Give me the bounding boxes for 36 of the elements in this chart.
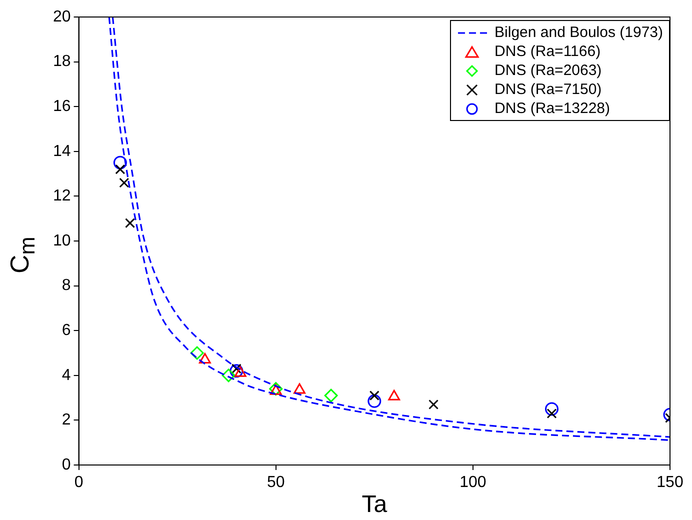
y-tick-label: 16	[53, 98, 71, 116]
legend-label: DNS (Ra=2063)	[494, 61, 602, 80]
point	[368, 394, 382, 408]
point	[198, 352, 211, 364]
legend-label: Bilgen and Boulos (1973)	[494, 23, 663, 42]
point	[113, 156, 127, 170]
point	[545, 402, 559, 416]
point	[294, 383, 306, 394]
point	[388, 390, 400, 400]
point	[125, 218, 136, 228]
y-tick-label: 2	[62, 412, 71, 429]
x-tick-label: 150	[656, 474, 684, 492]
y-tick-label: 18	[53, 53, 71, 70]
legend-label: DNS (Ra=1166)	[494, 42, 601, 61]
point	[324, 388, 338, 402]
y-tick-label: 6	[62, 322, 71, 340]
x-tick-label: 50	[266, 474, 285, 492]
point	[222, 368, 236, 382]
y-tick-label: 4	[62, 366, 71, 384]
point	[230, 364, 244, 378]
legend-label: DNS (Ra=13228)	[494, 99, 610, 118]
y-tick-label: 14	[53, 142, 71, 160]
x-axis-title: Ta	[362, 491, 388, 518]
point	[119, 178, 130, 188]
y-tick-label: 0	[62, 456, 71, 474]
y-tick-label: 20	[53, 8, 71, 26]
legend-label: DNS (Ra=7150)	[494, 80, 602, 99]
point	[115, 164, 126, 174]
point	[428, 400, 439, 410]
point	[234, 366, 246, 377]
y-tick-label: 8	[62, 277, 71, 294]
x-tick-label: 100	[460, 474, 486, 492]
point	[190, 346, 204, 360]
y-tick-label: 12	[53, 188, 71, 205]
y-tick-label: 10	[53, 232, 71, 250]
x-tick-label: 0	[74, 474, 84, 492]
